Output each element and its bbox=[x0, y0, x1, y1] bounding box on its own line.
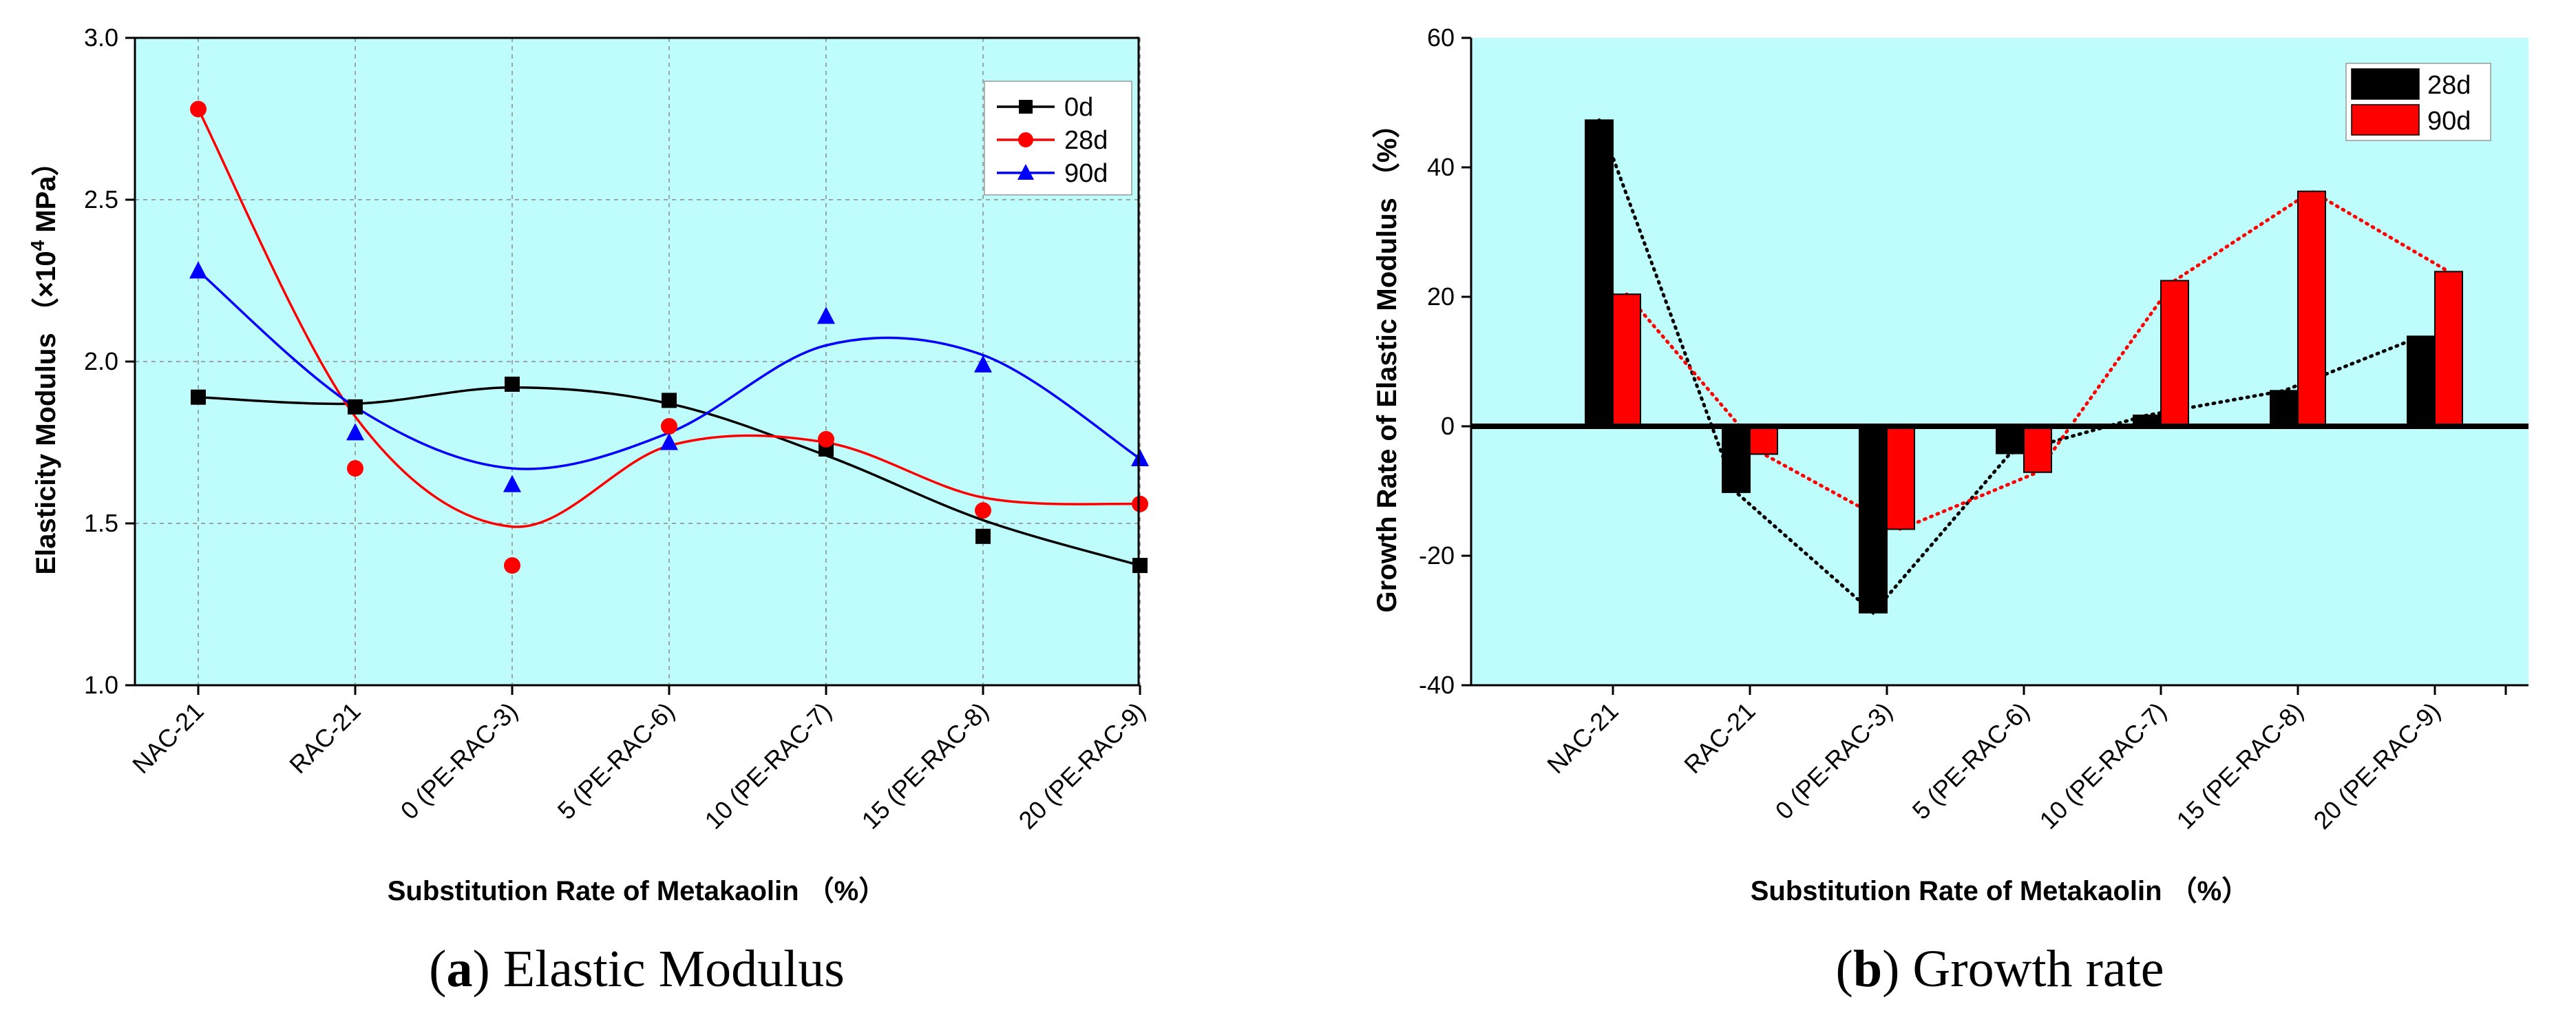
x-tick-label: 20 (PE-RAC-9) bbox=[1013, 697, 1151, 835]
plot-b-y-tick-labels: -40 -20 0 20 40 60 bbox=[1419, 23, 1471, 699]
caption-a: (a) Elastic Modulus bbox=[429, 940, 845, 998]
x-tick-label: 5 (PE-RAC-6) bbox=[1907, 697, 2035, 825]
point-90d-10-pe-rac-7 bbox=[817, 306, 835, 324]
point-28d-rac-21 bbox=[347, 460, 363, 477]
y-tick-label: 40 bbox=[1427, 153, 1455, 181]
plot-a-frame bbox=[134, 36, 1140, 687]
x-tick-label: 10 (PE-RAC-7) bbox=[699, 697, 837, 835]
point-90d-20-pe-rac-9 bbox=[1131, 449, 1149, 466]
plot-a-x-tick-labels: NAC-21 RAC-21 0 (PE-RAC-3) 5 (PE-RAC-6) 10 (… bbox=[127, 697, 1151, 835]
y-tick-label: 1.0 bbox=[84, 671, 118, 699]
bar-90d-15-pe-rac-8 bbox=[2297, 190, 2326, 427]
plot-a-y-tick-labels: 1.0 1.5 2.0 2.5 3.0 bbox=[84, 23, 118, 699]
y-tick-label: 60 bbox=[1427, 23, 1455, 52]
point-90d-5-pe-rac-6 bbox=[660, 432, 678, 450]
panel-elastic-modulus: 1.0 1.5 2.0 2.5 3.0 NAC-21 RAC-21 0 (PE-RAC-3)… bbox=[27, 23, 1151, 998]
legend-label-90d: 90d bbox=[2427, 107, 2471, 136]
x-tick-label: 10 (PE-RAC-7) bbox=[2034, 697, 2172, 835]
bar-28d-rac-21 bbox=[1722, 426, 1751, 493]
point-28d-20-pe-rac-9 bbox=[1132, 495, 1148, 512]
point-90d-15-pe-rac-8 bbox=[974, 355, 992, 373]
y-tick-label: -20 bbox=[1419, 541, 1455, 570]
bar-28d-nac-21 bbox=[1585, 119, 1614, 427]
point-0d-rac-21 bbox=[348, 399, 363, 415]
legend-label-90d: 90d bbox=[1064, 159, 1108, 188]
plot-b-bars bbox=[1585, 119, 2463, 614]
point-28d-nac-21 bbox=[190, 101, 207, 118]
x-tick-label: 0 (PE-RAC-3) bbox=[1770, 697, 1898, 825]
point-90d-nac-21 bbox=[189, 261, 207, 279]
point-28d-0-pe-rac-3 bbox=[504, 557, 520, 574]
bar-28d-0-pe-rac-3 bbox=[1859, 426, 1888, 614]
bar-90d-10-pe-rac-7 bbox=[2160, 280, 2189, 427]
legend-label-28d: 28d bbox=[1064, 126, 1108, 155]
bar-28d-20-pe-rac-9 bbox=[2407, 335, 2436, 427]
y-tick-label: 0 bbox=[1441, 412, 1455, 440]
bar-90d-rac-21 bbox=[1749, 426, 1778, 455]
bar-90d-5-pe-rac-6 bbox=[2023, 426, 2052, 473]
y-tick-label: 2.5 bbox=[84, 185, 118, 213]
point-90d-rac-21 bbox=[346, 423, 364, 441]
plot-a-legend: 0d 28d 90d bbox=[984, 81, 1132, 196]
plot-b-y-axis-label: Growth Rate of Elastic Modulus （%） bbox=[1372, 111, 1402, 613]
legend-marker-0d bbox=[1019, 100, 1033, 114]
plot-a-x-axis-label: Substitution Rate of Metakaolin （%） bbox=[388, 876, 886, 906]
y-tick-label: 20 bbox=[1427, 282, 1455, 311]
legend-label-28d: 28d bbox=[2427, 71, 2471, 100]
x-tick-label: NAC-21 bbox=[127, 697, 209, 780]
x-tick-label: 20 (PE-RAC-9) bbox=[2308, 697, 2446, 835]
plot-b-x-axis-label: Substitution Rate of Metakaolin （%） bbox=[1751, 876, 2249, 906]
point-0d-15-pe-rac-8 bbox=[975, 528, 991, 544]
bar-28d-5-pe-rac-6 bbox=[1996, 426, 2025, 455]
plot-b-x-tick-labels: NAC-21 RAC-21 0 (PE-RAC-3) 5 (PE-RAC-6)10 (… bbox=[1541, 685, 2507, 835]
point-28d-10-pe-rac-7 bbox=[818, 430, 834, 448]
x-tick-label: 5 (PE-RAC-6) bbox=[552, 697, 680, 825]
bar-90d-20-pe-rac-9 bbox=[2434, 271, 2463, 427]
plot-b-frame bbox=[1470, 38, 2529, 687]
bar-90d-0-pe-rac-3 bbox=[1886, 426, 1915, 530]
panel-growth-rate: -40 -20 0 20 40 60 NAC-21 RAC-21 0 (PE-RAC-3) 5 … bbox=[1372, 23, 2529, 998]
point-28d-5-pe-rac-6 bbox=[661, 418, 677, 435]
plot-b-background bbox=[1471, 38, 2529, 685]
point-0d-nac-21 bbox=[191, 389, 206, 405]
point-0d-20-pe-rac-9 bbox=[1132, 558, 1148, 574]
y-tick-label: 3.0 bbox=[84, 23, 118, 52]
legend-marker-90d bbox=[1017, 164, 1034, 180]
legend-swatch-28d bbox=[2351, 68, 2420, 100]
y-tick-label: 1.5 bbox=[84, 509, 118, 537]
y-tick-label: -40 bbox=[1419, 671, 1455, 699]
plot-a-y-axis-label: Elasticity Modulus （×104 MPa） bbox=[27, 148, 61, 574]
point-90d-0-pe-rac-3 bbox=[503, 474, 521, 492]
x-tick-label: 0 (PE-RAC-3) bbox=[395, 697, 523, 825]
bar-28d-15-pe-rac-8 bbox=[2270, 390, 2299, 427]
plot-a-data-points bbox=[189, 101, 1149, 574]
plot-a-legend-box bbox=[984, 81, 1132, 196]
legend-label-0d: 0d bbox=[1064, 93, 1093, 122]
x-tick-label: RAC-21 bbox=[1678, 697, 1761, 780]
fit-curve-28d bbox=[197, 108, 1141, 528]
x-tick-label: RAC-21 bbox=[284, 697, 366, 780]
point-0d-0-pe-rac-3 bbox=[505, 376, 520, 392]
y-tick-label: 2.0 bbox=[84, 347, 118, 375]
bar-90d-nac-21 bbox=[1612, 293, 1641, 427]
x-tick-label: 15 (PE-RAC-8) bbox=[2171, 697, 2309, 835]
point-28d-15-pe-rac-8 bbox=[975, 502, 991, 519]
x-tick-label: NAC-21 bbox=[1541, 697, 1624, 780]
point-0d-5-pe-rac-6 bbox=[662, 393, 677, 408]
caption-b: (b) Growth rate bbox=[1836, 940, 2164, 998]
legend-swatch-90d bbox=[2351, 104, 2420, 136]
x-tick-label: 15 (PE-RAC-8) bbox=[856, 697, 994, 835]
legend-marker-28d bbox=[1018, 132, 1033, 147]
